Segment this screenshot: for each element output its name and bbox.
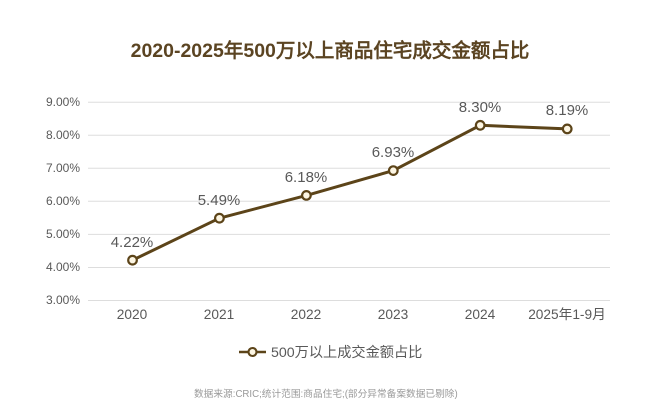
svg-text:3.00%: 3.00% [46, 293, 80, 307]
svg-text:2024: 2024 [465, 307, 496, 322]
svg-text:6.00%: 6.00% [46, 194, 80, 208]
svg-text:5.49%: 5.49% [198, 192, 241, 209]
svg-text:500万以上成交金额占比: 500万以上成交金额占比 [271, 344, 422, 361]
svg-text:4.00%: 4.00% [46, 260, 80, 274]
svg-text:8.30%: 8.30% [459, 99, 502, 116]
svg-text:6.93%: 6.93% [372, 144, 415, 161]
svg-text:5.00%: 5.00% [46, 227, 80, 241]
svg-text:2021: 2021 [204, 307, 234, 322]
svg-text:7.00%: 7.00% [46, 161, 80, 175]
svg-text:6.18%: 6.18% [285, 169, 328, 186]
svg-text:8.19%: 8.19% [546, 102, 589, 119]
svg-text:2022: 2022 [291, 307, 321, 322]
svg-text:4.22%: 4.22% [111, 234, 154, 251]
svg-text:2025年1-9月: 2025年1-9月 [528, 307, 606, 322]
svg-text:2020: 2020 [117, 307, 148, 322]
svg-text:2023: 2023 [378, 307, 409, 322]
svg-text:9.00%: 9.00% [46, 95, 80, 109]
svg-text:8.00%: 8.00% [46, 128, 80, 142]
